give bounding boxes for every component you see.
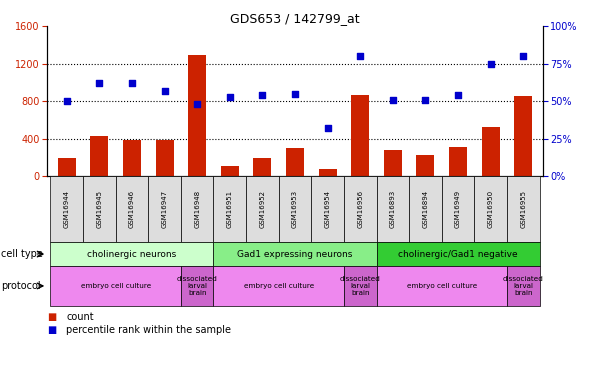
Text: protocol: protocol (1, 281, 41, 291)
Point (192, 101, 202, 107)
Text: cholinergic neurons: cholinergic neurons (87, 250, 176, 259)
Point (519, 53, 528, 59)
Text: percentile rank within the sample: percentile rank within the sample (66, 325, 231, 335)
Point (453, 92, 463, 98)
Bar (481, 127, 500, 176)
Text: embryo cell culture: embryo cell culture (407, 283, 477, 289)
Bar (123, 140, 141, 176)
Point (421, 97, 430, 103)
Text: GSM16953: GSM16953 (292, 190, 298, 228)
Point (94, 80, 104, 86)
Bar (319, 169, 336, 176)
Text: GSM16949: GSM16949 (455, 190, 461, 228)
Text: ■: ■ (47, 312, 57, 322)
Text: GSM16946: GSM16946 (129, 190, 135, 228)
Bar (514, 96, 532, 176)
Text: GSM16956: GSM16956 (357, 190, 363, 228)
Point (290, 91, 300, 97)
Point (356, 53, 365, 59)
Text: dissociated
larval
brain: dissociated larval brain (503, 276, 543, 296)
Text: count: count (66, 312, 94, 322)
Text: GSM16894: GSM16894 (422, 190, 428, 228)
Title: GDS653 / 142799_at: GDS653 / 142799_at (230, 12, 360, 25)
Point (388, 97, 398, 103)
Text: GSM16948: GSM16948 (194, 190, 200, 228)
Text: GSM16954: GSM16954 (324, 190, 330, 228)
Bar (58, 158, 76, 176)
Text: ■: ■ (47, 325, 57, 335)
Point (62, 98, 71, 104)
Point (486, 61, 496, 67)
Text: Gad1 expressing neurons: Gad1 expressing neurons (237, 250, 353, 259)
Bar (90, 136, 109, 176)
Text: cholinergic/Gad1 negative: cholinergic/Gad1 negative (398, 250, 518, 259)
Bar (417, 154, 434, 176)
Text: GSM16951: GSM16951 (227, 190, 233, 228)
Text: embryo cell culture: embryo cell culture (244, 283, 314, 289)
Bar (156, 140, 173, 176)
Text: GSM16944: GSM16944 (64, 190, 70, 228)
Text: GSM16955: GSM16955 (520, 190, 526, 228)
Text: dissociated
larval
brain: dissociated larval brain (177, 276, 218, 296)
Text: GSM16950: GSM16950 (487, 190, 494, 228)
Text: GSM16945: GSM16945 (96, 190, 103, 228)
Bar (351, 95, 369, 176)
Bar (286, 148, 304, 176)
Bar (384, 150, 402, 176)
Bar (449, 147, 467, 176)
Text: embryo cell culture: embryo cell culture (81, 283, 151, 289)
Bar (254, 158, 271, 176)
Text: GSM16952: GSM16952 (260, 190, 266, 228)
Point (323, 125, 332, 131)
Text: dissociated
larval
brain: dissociated larval brain (340, 276, 381, 296)
Text: cell type: cell type (1, 249, 43, 259)
Point (160, 88, 169, 94)
Bar (221, 166, 239, 176)
Text: GSM16893: GSM16893 (390, 190, 396, 228)
Point (127, 80, 137, 86)
Point (258, 92, 267, 98)
Point (225, 94, 234, 100)
Bar (188, 56, 206, 176)
Text: GSM16947: GSM16947 (162, 190, 168, 228)
